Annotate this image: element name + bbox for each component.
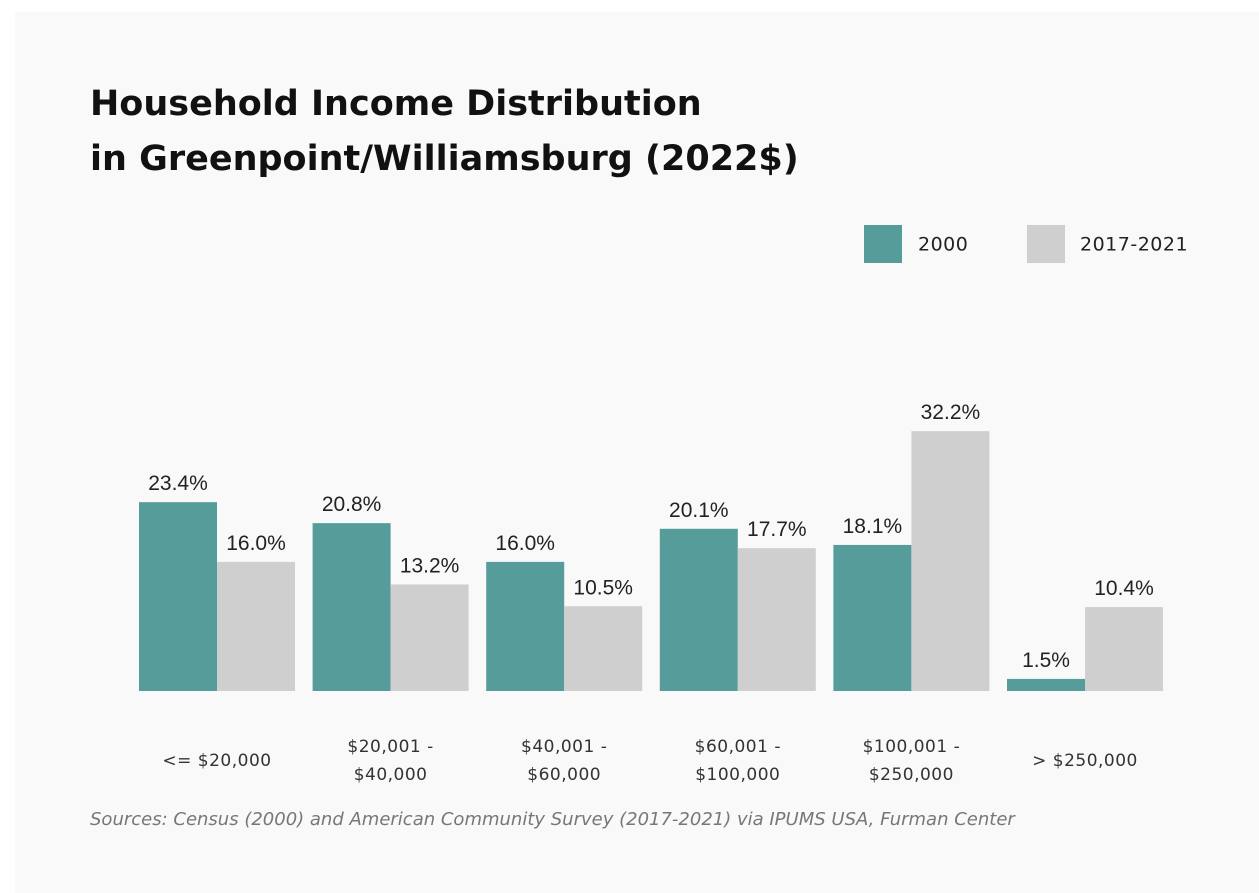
legend-label: 2017-2021 [1080,234,1188,256]
legend-swatch [864,225,902,263]
value-label: 13.2% [400,554,460,577]
x-tick-label: > $250,000 [1032,751,1138,771]
value-label: 32.2% [921,401,981,424]
source-note: Sources: Census (2000) and American Comm… [90,809,1016,830]
bar [390,584,469,691]
value-label: 20.1% [669,499,729,522]
value-label: 1.5% [1022,649,1070,672]
bar [564,606,643,691]
legend-label: 2000 [918,234,968,256]
bar [217,561,295,691]
bar [486,561,565,691]
value-label: 16.0% [495,532,555,555]
legend-swatch [1027,225,1065,263]
bar [312,523,391,691]
value-label: 10.5% [573,576,633,599]
x-tick-label: <= $20,000 [162,751,272,771]
bar [139,502,217,691]
chart-card [15,12,1259,893]
x-tick-label: $100,001 - $250,000 [862,737,961,785]
bar [659,528,738,691]
bar [1085,607,1163,691]
x-tick-label: $40,001 - $60,000 [521,737,608,785]
chart-title: Household Income Distribution [90,84,702,124]
value-label: 17.7% [747,518,807,541]
value-label: 23.4% [148,472,208,495]
value-label: 10.4% [1094,577,1154,600]
bar [1007,678,1085,691]
value-label: 16.0% [226,532,286,555]
chart-title: in Greenpoint/Williamsburg (2022$) [90,139,799,179]
bar [737,548,816,691]
value-label: 18.1% [843,515,903,538]
x-tick-label: $20,001 - $40,000 [347,737,434,785]
x-tick-label: $60,001 - $100,000 [694,737,781,785]
bar [911,431,990,691]
bar [833,544,912,691]
value-label: 20.8% [322,493,382,516]
